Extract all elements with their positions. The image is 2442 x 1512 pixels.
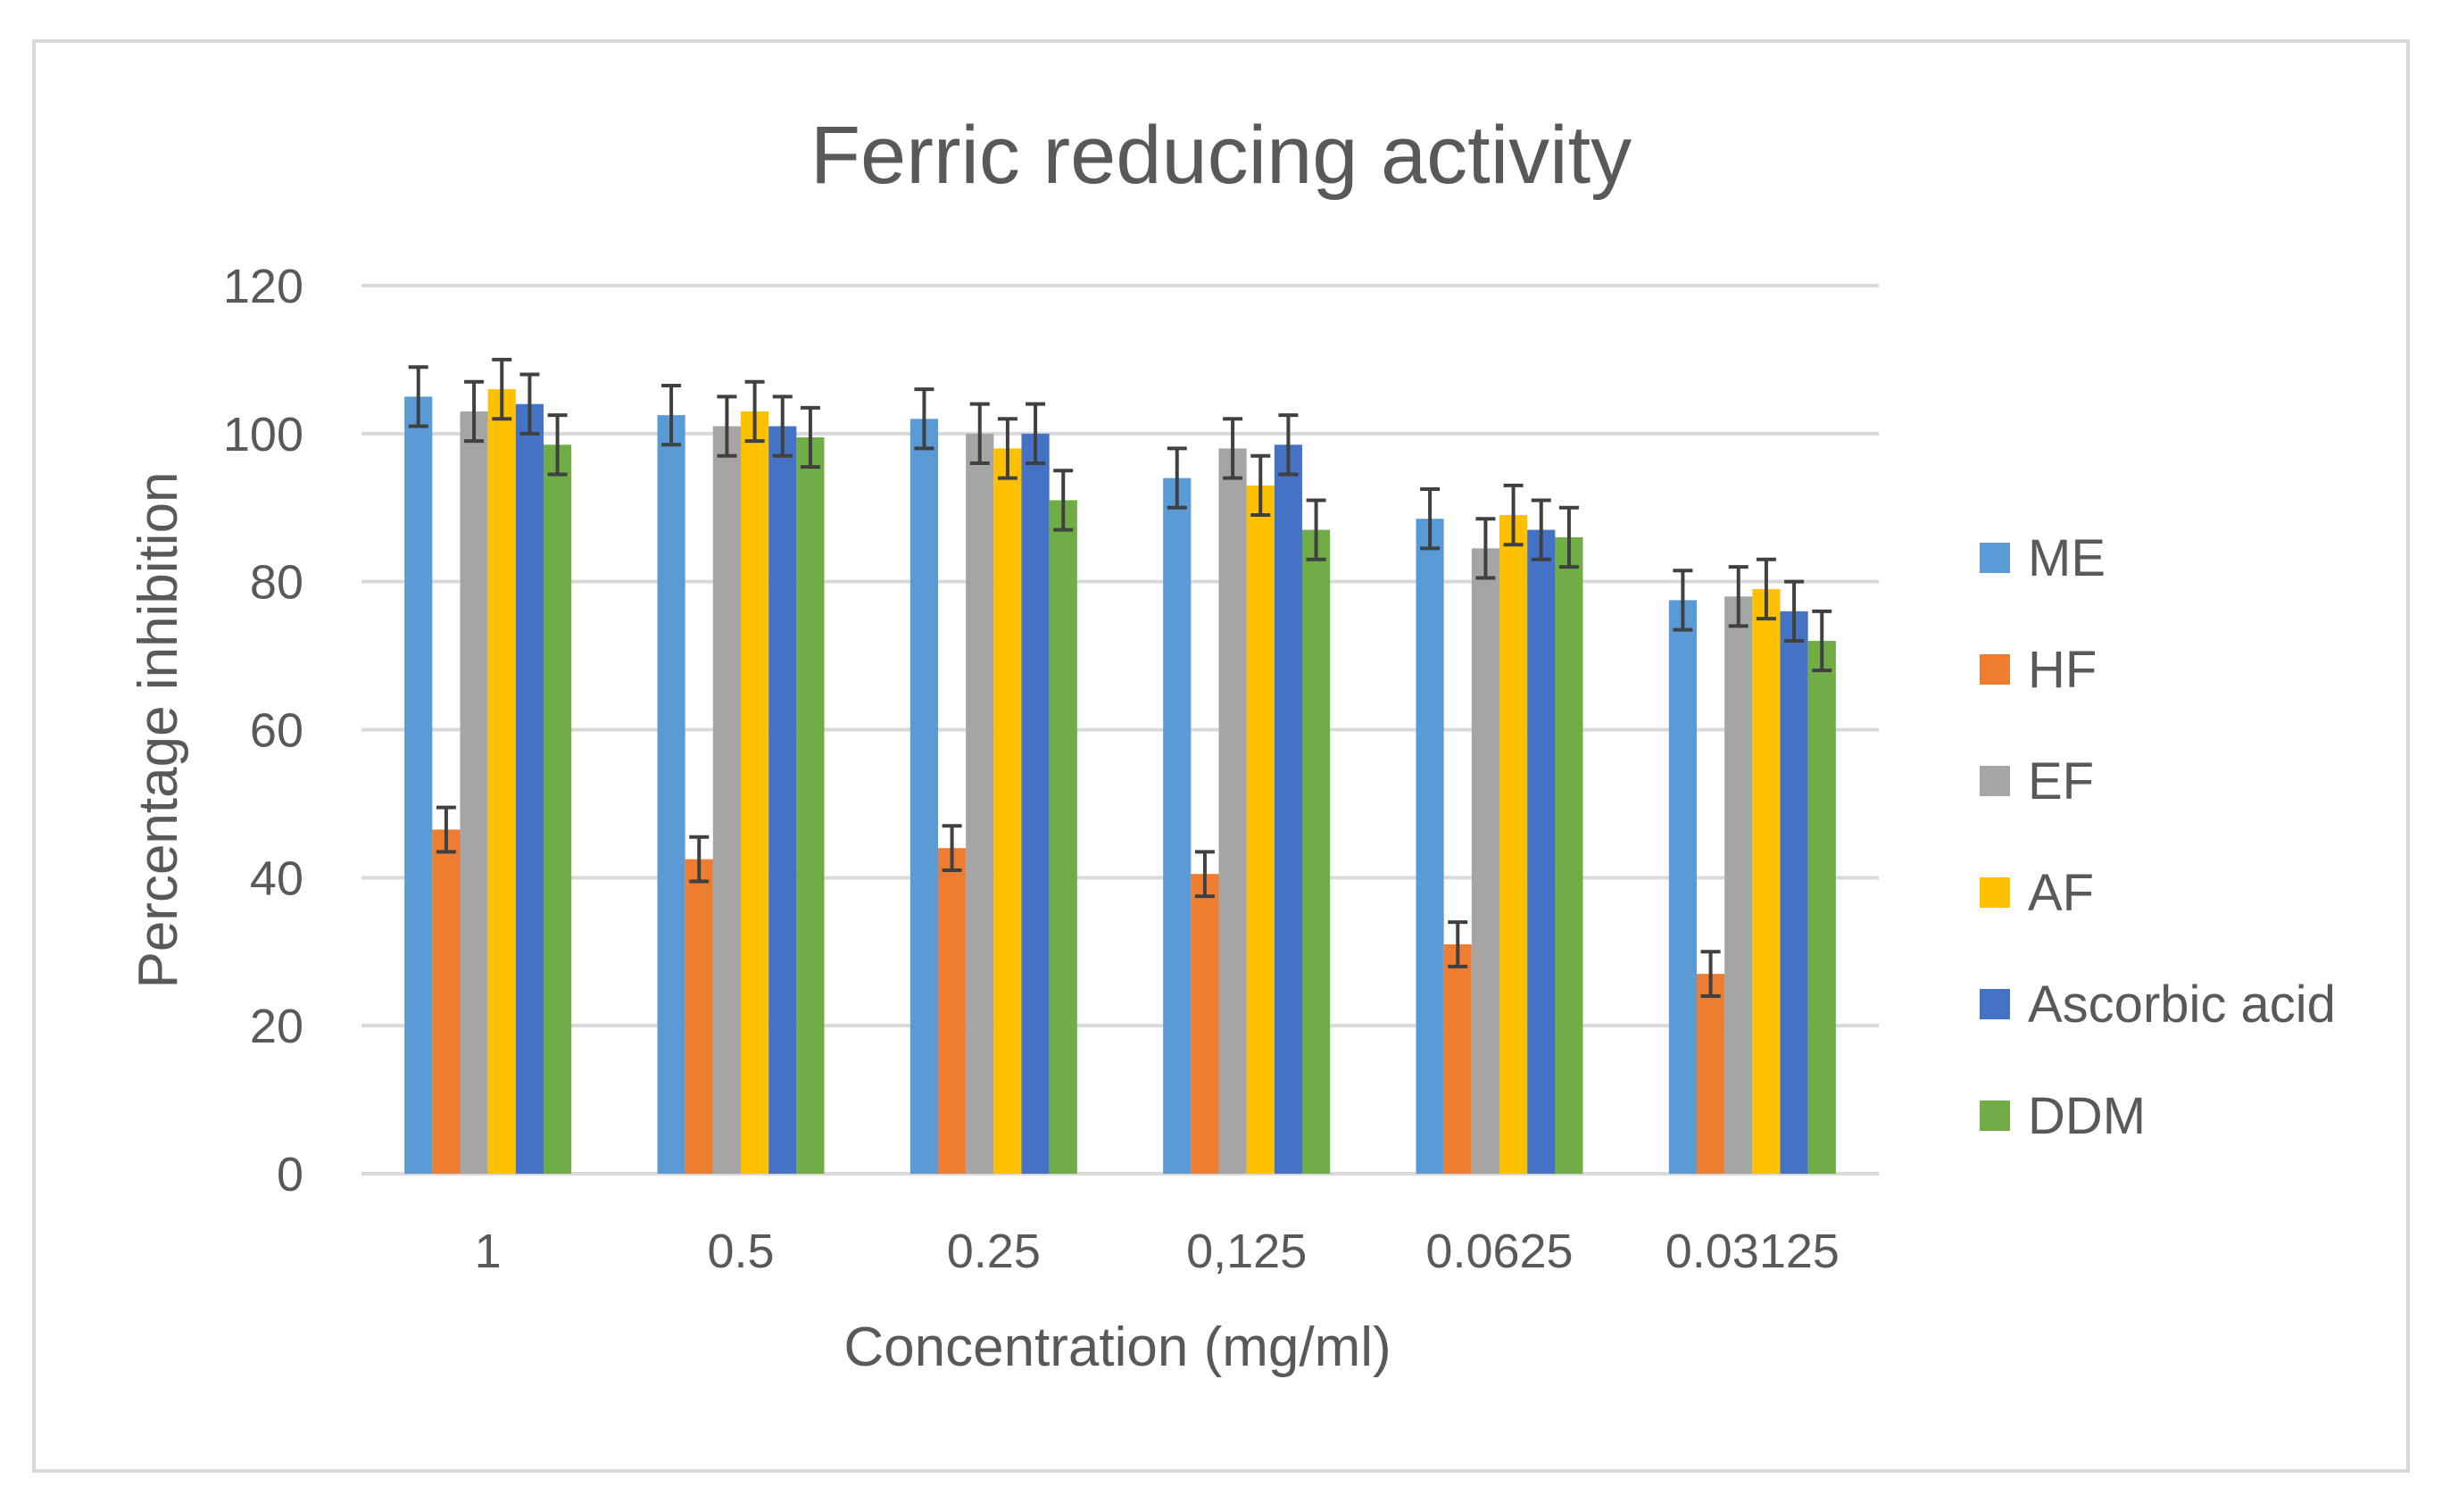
x-tick-label: 0.5 (707, 1225, 774, 1278)
legend-label: EF (2028, 752, 2094, 810)
bar (1302, 529, 1331, 1174)
y-tick-label: 120 (223, 260, 303, 313)
legend-swatch (1980, 654, 2010, 685)
bar (938, 848, 967, 1174)
legend-swatch (1980, 543, 2010, 573)
y-tick-label: 100 (223, 408, 303, 461)
bar (1752, 588, 1781, 1174)
bar (796, 436, 825, 1175)
x-tick-label: 0.03125 (1665, 1225, 1840, 1278)
bar (1274, 444, 1302, 1174)
bar (432, 829, 461, 1174)
bar (1780, 611, 1808, 1174)
bar (1471, 548, 1499, 1174)
legend-swatch (1980, 1101, 2010, 1131)
bar (1499, 515, 1528, 1174)
bar (1555, 536, 1583, 1174)
bar (544, 444, 572, 1174)
x-tick-label: 0,125 (1186, 1225, 1307, 1278)
y-tick-label: 60 (250, 704, 303, 758)
legend-label: AF (2028, 864, 2094, 922)
bar (741, 411, 769, 1174)
y-axis-ticks: 0 20 40 60 80 100 120 (223, 260, 303, 1201)
bar (1218, 448, 1247, 1175)
bar (910, 419, 938, 1174)
bar (487, 389, 516, 1174)
bar (1724, 596, 1753, 1174)
legend-label: DDM (2028, 1087, 2146, 1145)
legend-swatch (1980, 989, 2010, 1019)
x-tick-label: 1 (475, 1225, 502, 1278)
bar (515, 403, 544, 1175)
error-bars-group (408, 357, 1832, 998)
bar (1163, 478, 1192, 1174)
bar (685, 859, 713, 1174)
legend-swatch (1980, 766, 2010, 796)
y-tick-label: 20 (250, 1000, 303, 1053)
bar (966, 433, 994, 1174)
legend-swatch (1980, 877, 2010, 908)
y-tick-label: 40 (250, 852, 303, 905)
x-tick-label: 0.25 (947, 1225, 1041, 1278)
legend-label: HF (2028, 641, 2097, 699)
bars-group (404, 389, 1836, 1175)
y-tick-label: 0 (277, 1148, 303, 1201)
legend: ME HF EF AF Ascorbic acid DDM (1980, 529, 2336, 1145)
legend-label: Ascorbic acid (2028, 976, 2336, 1034)
bar (1021, 433, 1050, 1174)
bar (768, 426, 797, 1175)
chart-title: Ferric reducing activity (810, 110, 1632, 201)
grid-lines (361, 284, 1879, 1176)
x-axis-label: Concentration (mg/ml) (843, 1317, 1391, 1378)
bar (1191, 874, 1219, 1174)
bar (1416, 519, 1444, 1174)
bar (1668, 600, 1697, 1174)
bar (993, 448, 1022, 1175)
x-axis-ticks: 1 0.5 0.25 0,125 0.0625 0.03125 (475, 1225, 1840, 1278)
bar (657, 415, 685, 1175)
y-tick-label: 80 (250, 556, 303, 610)
bar (1697, 974, 1725, 1174)
y-axis-label: Percentage inhibition (128, 471, 189, 988)
bar (404, 396, 433, 1174)
bar (1443, 943, 1472, 1174)
bar (1807, 641, 1836, 1174)
bar (460, 411, 488, 1174)
x-tick-label: 0.0625 (1425, 1225, 1573, 1278)
bar (1049, 500, 1077, 1174)
bar (1246, 485, 1275, 1174)
bar (712, 426, 741, 1175)
legend-label: ME (2028, 529, 2106, 587)
bar (1527, 529, 1556, 1174)
